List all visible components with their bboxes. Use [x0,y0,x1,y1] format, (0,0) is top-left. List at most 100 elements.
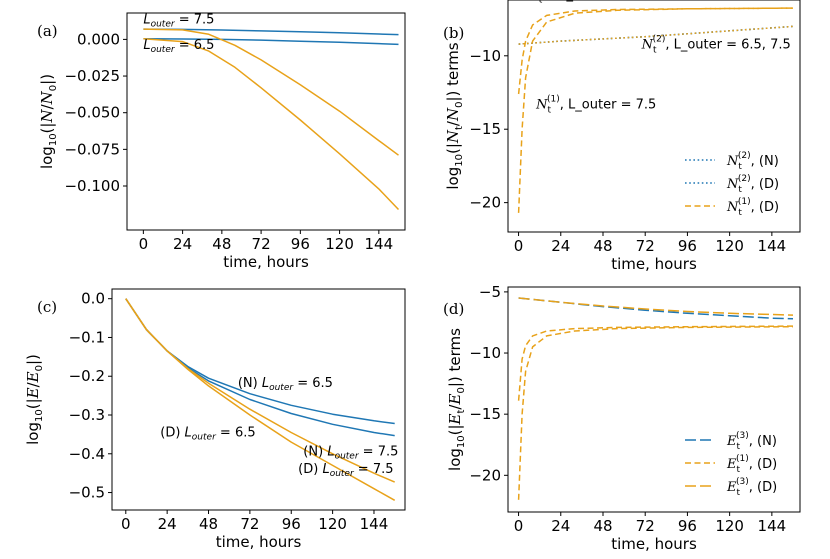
y-label-part: log [446,448,464,471]
annotation-pre: (D) [298,462,322,477]
annotation-l: L [143,12,150,27]
annotation-sub: t [539,0,543,6]
y-label-part: N [38,90,56,105]
legend-entry: Nt(1), (D) [726,197,779,218]
legend-entry-symbol: N [726,177,739,192]
annotation-pre: (N) [303,445,327,460]
series-line [518,297,794,316]
legend-entry-sub: t [738,185,742,195]
plot-frame [126,12,406,231]
annotation-sub: outer [335,452,360,462]
legend-entry-symbol: N [726,200,739,215]
y-axis-label: log10(|E/E0|) [24,354,45,445]
y-tick-label: −10 [469,47,501,65]
annotation-l: L [185,425,192,440]
legend-entry-symbol: E [726,434,737,449]
legend-entry-rest: , (D) [751,200,779,215]
series-line [143,28,399,156]
x-tick-label: 48 [212,235,231,253]
x-tick-label: 96 [282,515,301,533]
x-tick-label: 0 [514,237,524,255]
y-label-part: / [446,404,464,410]
y-label-part: N [444,129,462,144]
y-label-part: E [24,371,42,383]
x-tick-label: 144 [365,235,394,253]
panel-label: (b) [443,24,464,42]
plot-frame [507,286,801,513]
series-line [517,7,794,95]
annotation: Nt(1), L_outer = 7.5 [535,95,656,116]
series-line [517,7,794,213]
x-tick-label: 24 [551,517,570,535]
x-tick-label: 72 [252,235,271,253]
y-label-part: (| [24,398,42,409]
x-tick-label: 144 [758,237,787,255]
legend-entry-symbol: N [726,154,739,169]
legend-entry-sup: (1) [738,197,751,207]
x-tick-label: 0 [514,517,524,535]
y-tick-label: −20 [469,194,501,212]
x-tick-label: 96 [291,235,310,253]
legend-entry-symbol: E [726,480,737,495]
annotation-l: L [262,376,269,391]
annotation-l: L [322,462,329,477]
y-label-part: N [38,109,56,124]
annotation-symbol: N [535,98,548,113]
x-tick-label: 120 [715,237,744,255]
x-tick-label: 72 [636,237,655,255]
y-tick-label: −0.5 [69,484,105,502]
annotation-l: L [327,445,334,460]
y-label-part: N [444,107,462,122]
y-label-part: 10 [48,133,59,146]
annotation: Louter = 7.5 [143,12,214,29]
x-tick-label: 120 [325,235,354,253]
x-tick-label: 24 [173,235,192,253]
legend-entry-sub: t [737,442,741,452]
annotation-rest: , L_outer = 6.5 [551,0,647,3]
legend-entry: Nt(2), (N) [726,151,779,172]
legend-entry-sup: (1) [736,454,749,464]
annotation: Louter = 6.5 [143,38,214,55]
y-label-part: |) [38,74,56,85]
y-tick-label: −0.3 [69,406,105,424]
x-tick-label: 144 [360,515,389,533]
y-label-part: 0 [454,102,465,108]
legend-entry-symbol: E [726,457,737,472]
y-label-part: log [24,422,42,445]
annotation-rest: = 6.5 [293,376,333,391]
y-tick-label: −5 [479,283,501,301]
x-tick-label: 24 [551,237,570,255]
x-tick-label: 48 [199,515,218,533]
x-axis-label: time, hours [216,533,302,551]
annotation-symbol: N [526,0,539,3]
legend-entry-sub: t [738,208,742,218]
y-axis-label: log10(|N/N0|) [38,74,59,169]
x-tick-label: 144 [758,517,787,535]
legend-entry-sup: (2) [738,151,751,161]
x-tick-label: 120 [318,515,347,533]
annotation-rest: = 7.5 [354,462,394,477]
annotation-pre: (N) [238,376,262,391]
annotation-rest: = 6.5 [175,38,215,53]
x-axis-label: time, hours [611,535,697,553]
legend-entry-sup: (3) [736,477,749,487]
annotation-sub: outer [151,45,176,55]
x-tick-label: 72 [240,515,259,533]
y-axis-label: log10(|Et/E0|) terms [446,328,467,471]
y-tick-label: 0.0 [81,290,105,308]
y-label-part: E [446,394,464,406]
annotation: (N) Louter = 6.5 [238,376,333,393]
y-label-part: log [444,167,462,190]
legend-entry: Et(3), (D) [726,477,777,498]
y-tick-label: −0.4 [69,445,105,463]
y-label-part: 0 [48,85,59,91]
x-tick-label: 96 [678,517,697,535]
x-tick-label: 48 [593,517,612,535]
panel-c: 0 24 48 72 96 120 144 0.0 −0.1 −0.2 −0.3 −0.4 −0.5 ti… [24,288,406,551]
annotation-rest: = 6.5 [216,425,256,440]
legend-entry-rest: , (D) [751,177,779,192]
annotation-sub: outer [269,383,294,393]
y-label-part: E [446,413,464,425]
plot-frame [507,0,801,233]
